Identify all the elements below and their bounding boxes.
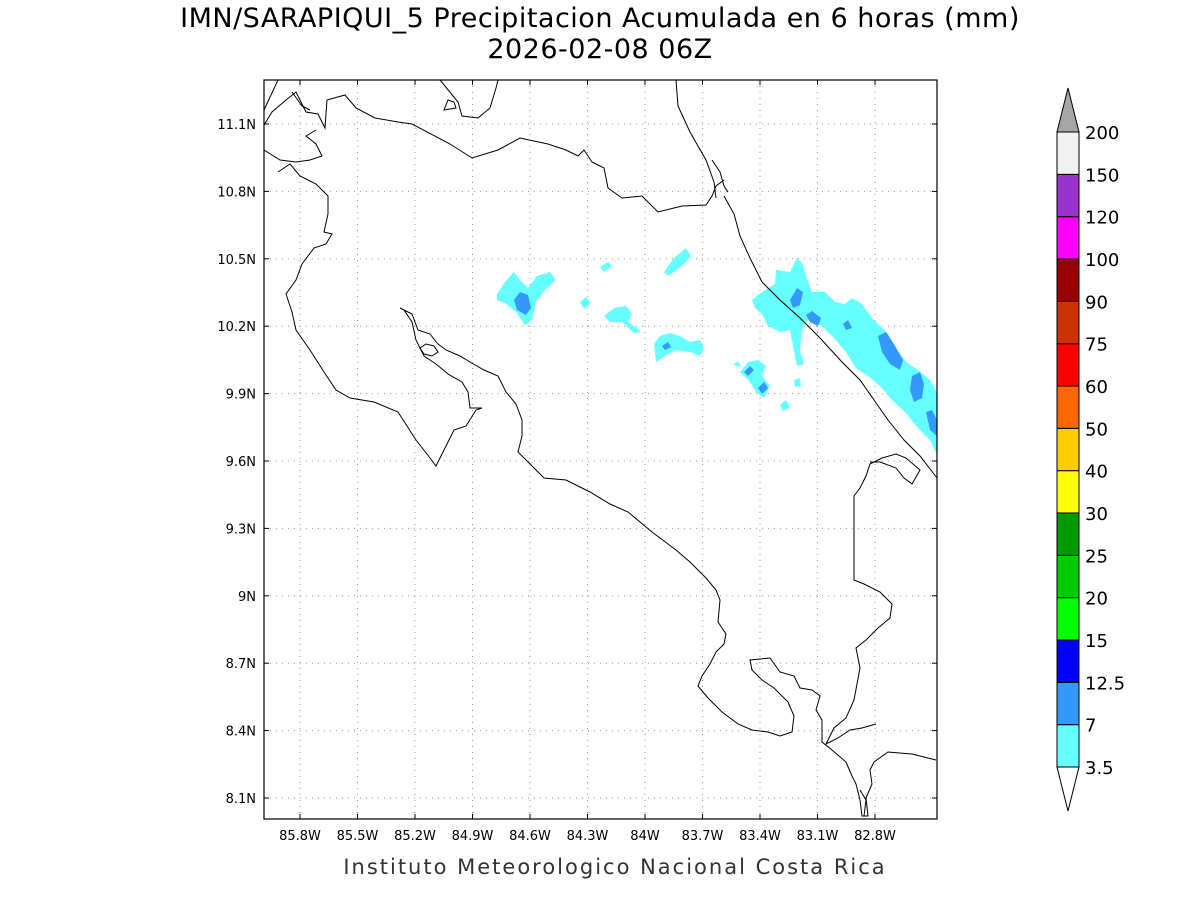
nicaragua-border-coastline	[263, 79, 725, 213]
colorbar-label: 120	[1085, 208, 1119, 229]
colorbar-label: 150	[1085, 165, 1119, 186]
lake-nicaragua-shore	[439, 79, 499, 119]
caribbean-coast-south	[723, 195, 938, 479]
costa-rica-pacific-coast	[263, 129, 937, 817]
precip-area	[780, 400, 790, 411]
precip-area	[600, 262, 612, 272]
colorbar-swatch	[1056, 173, 1080, 218]
lat-tick-label: 10.2N	[217, 320, 256, 335]
nicaragua-coast-lake	[443, 99, 457, 111]
precip-area	[806, 311, 821, 326]
lat-tick-label: 9.6N	[226, 455, 256, 470]
map-subtitle-datetime: 2026-02-08 06Z	[487, 34, 713, 65]
panama-border	[824, 453, 921, 817]
lon-tick-label: 83.1W	[797, 829, 839, 844]
precip-area	[910, 372, 924, 402]
lat-tick-label: 8.7N	[226, 657, 256, 672]
colorbar-label: 90	[1085, 292, 1108, 313]
colorbar-label: 20	[1085, 589, 1108, 610]
precip-area	[843, 320, 852, 330]
lat-tick-label: 11.1N	[217, 118, 256, 133]
precip-area	[752, 258, 937, 455]
colorbar-swatch	[1056, 300, 1080, 345]
precip-area	[604, 306, 641, 333]
map-frame	[263, 79, 938, 820]
colorbar-label: 200	[1085, 123, 1119, 144]
nicoya-peninsula-tip	[291, 91, 311, 111]
precip-areas-7mm	[514, 288, 937, 436]
lon-tick-label: 83.7W	[682, 829, 724, 844]
lon-tick-label: 84W	[630, 829, 660, 844]
colorbar-swatch	[1056, 470, 1080, 514]
colorbar-min-triangle	[1056, 766, 1080, 812]
lon-tick-label: 85.5W	[337, 829, 379, 844]
precip-area	[740, 360, 770, 398]
colorbar-swatch	[1056, 427, 1080, 472]
colorbar-label: 100	[1085, 250, 1119, 271]
lat-tick-label: 8.1N	[226, 792, 256, 807]
lat-tick-label: 9N	[238, 590, 256, 605]
precip-area	[514, 292, 531, 315]
colorbar-swatch	[1056, 216, 1080, 260]
colorbar: 3.5 7 12.5 15 20 25 30 40 50 60 75 90 100 120 150 200	[1056, 87, 1125, 812]
coastlines-and-borders	[263, 79, 938, 817]
colorbar-label: 75	[1085, 335, 1108, 356]
colorbar-label: 50	[1085, 419, 1108, 440]
precip-area	[878, 332, 903, 370]
colorbar-swatch	[1056, 385, 1080, 429]
precip-area	[926, 410, 937, 436]
caribbean-coast-north	[675, 79, 729, 199]
colorbar-label: 40	[1085, 462, 1108, 483]
map-title: IMN/SARAPIQUI_5 Precipitacion Acumulada …	[180, 3, 1020, 34]
colorbar-swatch	[1056, 639, 1080, 683]
precip-area	[662, 342, 671, 350]
colorbar-label: 15	[1085, 631, 1108, 652]
precip-area	[733, 361, 741, 367]
colorbar-swatch	[1056, 554, 1080, 599]
precip-area	[794, 378, 801, 387]
colorbar-swatch	[1056, 258, 1080, 302]
footer-credit: Instituto Meteorologico Nacional Costa R…	[343, 855, 887, 879]
golfo-nicoya-island	[419, 343, 439, 357]
colorbar-label: 25	[1085, 546, 1108, 567]
lon-tick-label: 82.8W	[854, 829, 896, 844]
colorbar-label: 7	[1085, 716, 1096, 737]
colorbar-label: 3.5	[1085, 758, 1114, 779]
lon-tick-label: 85.8W	[279, 829, 321, 844]
lon-tick-label: 83.4W	[739, 829, 781, 844]
lat-tick-label: 10.8N	[217, 185, 256, 200]
colorbar-swatch	[1056, 131, 1080, 175]
lat-tick-label: 9.9N	[226, 388, 256, 403]
colorbar-swatch	[1056, 724, 1080, 768]
axis-tick-labels: 85.8W 85.5W 85.2W 84.9W 84.6W 84.3W 84W 83.7W 83…	[217, 118, 896, 844]
lon-tick-label: 84.6W	[509, 829, 551, 844]
colorbar-swatch	[1056, 597, 1080, 641]
precip-area	[664, 248, 691, 276]
grid-lines	[264, 80, 937, 819]
precip-area	[790, 288, 803, 308]
precip-area	[744, 366, 754, 376]
colorbar-label: 30	[1085, 504, 1108, 525]
lat-tick-label: 9.3N	[226, 522, 256, 537]
colorbar-max-triangle	[1056, 87, 1080, 133]
lat-tick-label: 8.4N	[226, 725, 256, 740]
colorbar-swatch	[1056, 343, 1080, 387]
colorbar-swatch	[1056, 681, 1080, 726]
colorbar-label: 12.5	[1085, 673, 1125, 694]
precip-area	[654, 333, 704, 362]
precip-area	[758, 382, 768, 394]
precip-areas-3-5mm	[497, 248, 937, 455]
precip-area	[580, 297, 591, 309]
colorbar-swatch	[1056, 512, 1080, 556]
lat-tick-label: 10.5N	[217, 253, 256, 268]
lon-tick-label: 84.9W	[452, 829, 494, 844]
colorbar-label: 60	[1085, 377, 1108, 398]
lon-tick-label: 84.3W	[567, 829, 609, 844]
lon-tick-label: 85.2W	[394, 829, 436, 844]
